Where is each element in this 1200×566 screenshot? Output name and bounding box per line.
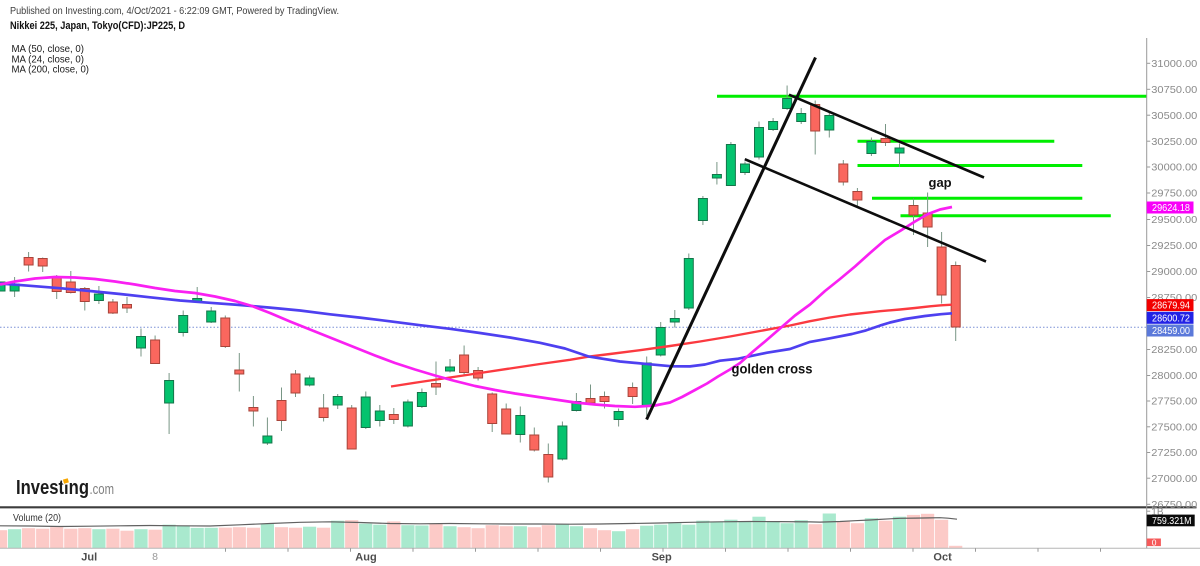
svg-text:0: 0: [1152, 537, 1157, 547]
svg-text:8: 8: [152, 551, 158, 563]
svg-text:30750.00: 30750.00: [1151, 84, 1197, 96]
svg-text:759.321M: 759.321M: [1152, 516, 1192, 527]
svg-text:Investing: Investing: [16, 477, 89, 499]
svg-text:MA (50, close, 0): MA (50, close, 0): [12, 43, 85, 55]
svg-text:27500.00: 27500.00: [1151, 422, 1197, 434]
svg-text:MA (24, close, 0): MA (24, close, 0): [12, 53, 85, 65]
svg-text:Jul: Jul: [81, 552, 97, 564]
svg-text:29000.00: 29000.00: [1151, 266, 1197, 278]
svg-text:1B: 1B: [1151, 507, 1164, 518]
svg-text:29750.00: 29750.00: [1151, 188, 1197, 200]
svg-text:Sep: Sep: [652, 552, 672, 564]
svg-text:29250.00: 29250.00: [1151, 240, 1197, 252]
svg-text:28459.00: 28459.00: [1152, 326, 1190, 337]
svg-text:28679.94: 28679.94: [1152, 301, 1190, 312]
svg-text:28250.00: 28250.00: [1151, 344, 1197, 356]
svg-text:30250.00: 30250.00: [1151, 136, 1197, 148]
svg-text:28600.72: 28600.72: [1152, 313, 1190, 324]
svg-text:golden cross: golden cross: [732, 362, 813, 377]
svg-text:28000.00: 28000.00: [1151, 370, 1197, 382]
svg-text:Aug: Aug: [355, 552, 376, 564]
svg-text:Volume (20): Volume (20): [13, 512, 61, 524]
svg-text:31000.00: 31000.00: [1151, 58, 1197, 70]
svg-text:29624.18: 29624.18: [1152, 203, 1190, 214]
svg-text:Oct: Oct: [933, 552, 952, 564]
svg-text:27000.00: 27000.00: [1151, 473, 1197, 485]
svg-text:27750.00: 27750.00: [1151, 396, 1197, 408]
svg-text:Published on Investing.com, 4/: Published on Investing.com, 4/Oct/2021 -…: [10, 6, 339, 17]
svg-text:26750.00: 26750.00: [1151, 499, 1197, 511]
svg-text:30000.00: 30000.00: [1151, 162, 1197, 174]
svg-text:.com: .com: [90, 481, 115, 498]
svg-text:29500.00: 29500.00: [1151, 214, 1197, 226]
svg-text:MA (200, close, 0): MA (200, close, 0): [12, 64, 90, 76]
svg-text:27250.00: 27250.00: [1151, 447, 1197, 459]
svg-text:Nikkei 225, Japan, Tokyo(CFD):: Nikkei 225, Japan, Tokyo(CFD):JP225, D: [10, 20, 185, 32]
svg-text:gap: gap: [929, 175, 952, 190]
svg-text:30500.00: 30500.00: [1151, 110, 1197, 122]
